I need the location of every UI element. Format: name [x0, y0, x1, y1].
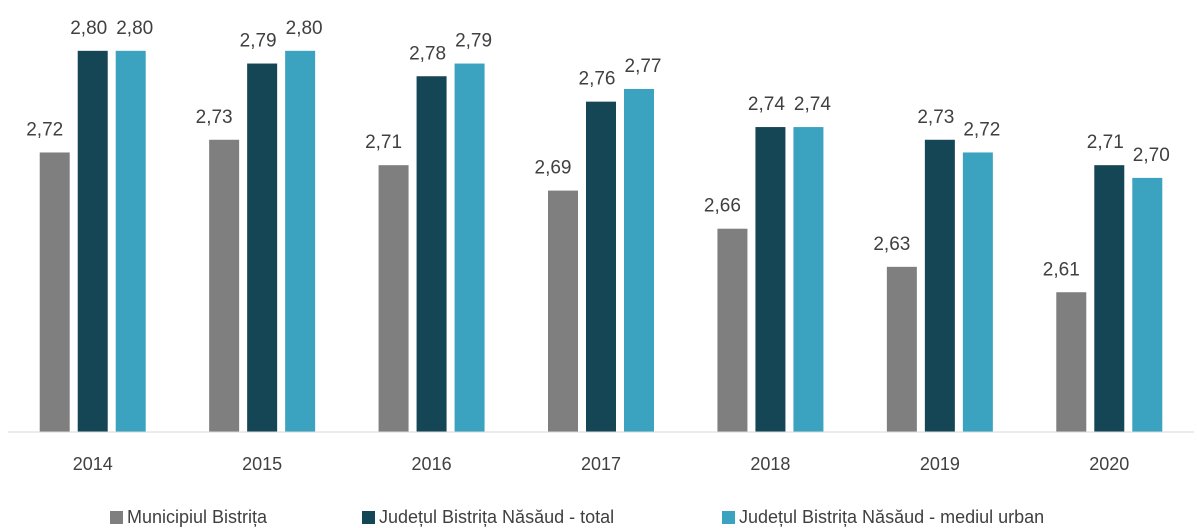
bar — [793, 127, 824, 432]
bar — [1056, 292, 1087, 432]
bar — [1094, 165, 1125, 433]
bar — [416, 76, 447, 432]
legend-label: Județul Bistrița Năsăud - mediul urban — [739, 507, 1044, 527]
x-tick-label: 2019 — [920, 454, 960, 474]
bar — [115, 50, 146, 433]
legend-swatch — [110, 511, 123, 524]
bar — [924, 139, 955, 432]
legend-label: Județul Bistrița Năsăud - total — [379, 507, 614, 527]
data-label: 2,69 — [535, 158, 572, 179]
legend-swatch — [722, 511, 735, 524]
data-label: 2,80 — [116, 18, 153, 39]
legend-label: Municipiul Bistrița — [127, 507, 268, 527]
data-label: 2,72 — [26, 119, 63, 140]
data-label: 2,78 — [409, 43, 446, 64]
data-label: 2,73 — [917, 107, 954, 128]
data-label: 2,76 — [579, 69, 616, 90]
bar — [624, 88, 654, 433]
bar — [586, 101, 616, 432]
bar — [209, 139, 240, 432]
x-tick-label: 2020 — [1089, 454, 1129, 474]
data-label: 2,63 — [873, 234, 910, 255]
bar — [247, 63, 278, 432]
data-label: 2,70 — [1133, 145, 1170, 166]
bar — [454, 63, 485, 432]
bar — [1132, 177, 1163, 432]
data-label: 2,74 — [748, 94, 785, 115]
x-tick-label: 2014 — [73, 454, 113, 474]
data-label: 2,73 — [196, 107, 233, 128]
data-label: 2,72 — [963, 119, 1000, 140]
bar — [717, 228, 748, 432]
data-label: 2,71 — [1087, 132, 1124, 153]
bar — [378, 165, 409, 433]
x-tick-label: 2015 — [242, 454, 282, 474]
bar — [962, 152, 993, 432]
data-label: 2,71 — [365, 132, 402, 153]
data-label: 2,80 — [70, 18, 107, 39]
bar — [39, 152, 70, 432]
bar — [548, 190, 578, 432]
data-label: 2,61 — [1043, 259, 1080, 280]
bar — [755, 127, 786, 432]
x-tick-label: 2016 — [412, 454, 452, 474]
x-tick-label: 2018 — [750, 454, 790, 474]
data-label: 2,77 — [625, 56, 662, 77]
bar — [285, 50, 316, 433]
data-label: 2,74 — [794, 94, 831, 115]
x-tick-label: 2017 — [581, 454, 621, 474]
bar — [886, 266, 917, 432]
data-label: 2,79 — [240, 31, 277, 52]
data-label: 2,80 — [286, 18, 323, 39]
data-label: 2,79 — [455, 31, 492, 52]
legend-swatch — [362, 511, 375, 524]
bar — [77, 50, 108, 433]
data-label: 2,66 — [704, 196, 741, 217]
